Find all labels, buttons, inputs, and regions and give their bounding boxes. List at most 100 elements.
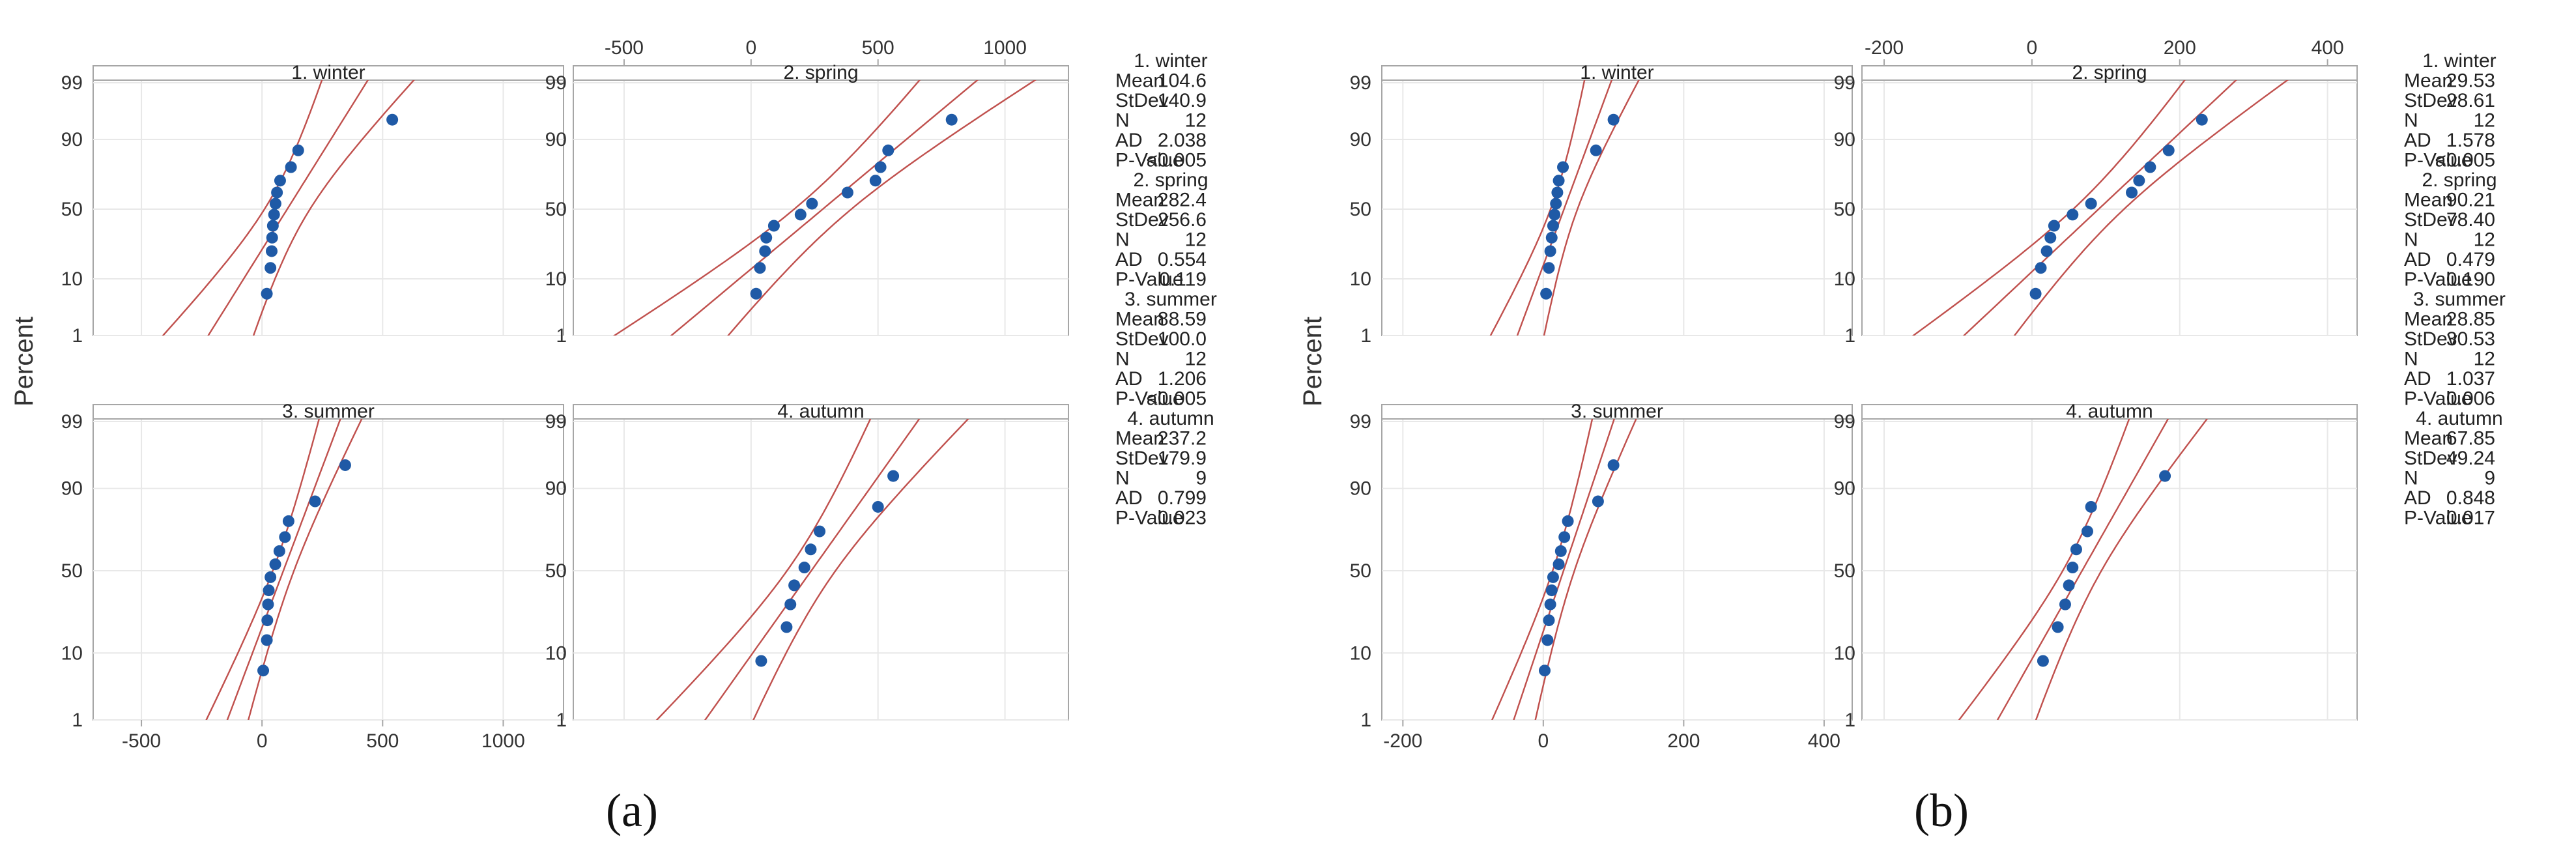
data-point (2144, 161, 2156, 173)
panel-1: 1. winter 1 10 50 90 99 (1350, 62, 1853, 347)
stats-label-n: N (1115, 229, 1130, 251)
stats-label-n: N (1115, 110, 1130, 132)
y-tick-label: 50 (545, 199, 567, 220)
stats-label-stdev: StDev (1115, 90, 1169, 111)
stats-value-mean: 90.21 (2446, 190, 2495, 211)
stats-title: 4. autumn (2416, 408, 2502, 429)
stats-label-stdev: StDev (1115, 209, 1169, 231)
stats-value-n: 12 (2474, 229, 2495, 251)
ci-upper-line (205, 419, 321, 720)
data-point (273, 545, 285, 557)
stats-value-mean: 104.6 (1158, 70, 1207, 92)
panel-1: 1. winter 1 10 50 90 99 (61, 62, 564, 347)
data-point (2162, 144, 2175, 156)
data-point (2196, 113, 2208, 126)
y-tick-label: 99 (545, 72, 567, 94)
data-point (805, 543, 817, 556)
stats-value-ad: 1.206 (1158, 368, 1207, 390)
data-point (261, 614, 274, 627)
panel-title: 2. spring (783, 62, 858, 83)
panel-frame (573, 65, 1069, 336)
stats-label-ad: AD (1115, 130, 1143, 151)
y-tick-label: 90 (545, 478, 567, 500)
data-point (1607, 113, 1620, 126)
panel-frame (93, 65, 564, 336)
panel-plot-area (205, 419, 363, 720)
data-point (266, 220, 279, 232)
data-point (285, 161, 297, 173)
stats-value-p: 0.017 (2446, 508, 2495, 529)
data-point (759, 245, 771, 257)
stats-title: 3. summer (2413, 289, 2506, 310)
subfigure-label: (b) (1914, 784, 1969, 837)
ci-lower-line (248, 419, 363, 720)
x-tick-label: 400 (1808, 730, 1840, 752)
stats-label-ad: AD (2404, 249, 2431, 270)
stats-value-ad: 0.848 (2446, 487, 2495, 509)
y-tick-label: 50 (545, 560, 567, 582)
y-tick-label: 10 (1350, 642, 1371, 664)
fit-line (1513, 419, 1616, 720)
data-point (806, 197, 818, 210)
data-point (1549, 208, 1561, 221)
y-tick-label: 10 (1834, 268, 1855, 290)
data-point (945, 113, 958, 126)
y-tick-label: 99 (61, 411, 83, 433)
y-tick-label: 10 (61, 642, 83, 664)
panel-frame (1861, 404, 2358, 721)
stats-label-n: N (2404, 110, 2418, 132)
y-tick-label: 90 (61, 478, 83, 500)
panel-frame (1381, 65, 1853, 336)
data-point (271, 186, 283, 199)
panel-plot-area (162, 80, 415, 336)
stats-value-p: 0.190 (2446, 269, 2495, 291)
stats-label-n: N (1115, 468, 1130, 489)
panel-plot-area (612, 80, 1037, 336)
stats-label-p: P-Value (2404, 388, 2472, 410)
ci-upper-line (1491, 419, 1594, 720)
fit-line (670, 80, 979, 336)
y-tick-label: 1 (556, 325, 567, 347)
panel-plot-area (1958, 419, 2209, 720)
stats-label-stdev: StDev (2404, 90, 2457, 111)
y-tick-label: 90 (1350, 129, 1371, 150)
stats-label-n: N (2404, 349, 2418, 370)
x-tick-label: 1000 (481, 730, 525, 752)
fit-line (1516, 80, 1613, 336)
x-tick-label: -200 (1865, 37, 1904, 59)
data-point (265, 571, 277, 583)
data-point (274, 175, 286, 187)
ci-lower-line (1543, 80, 1640, 336)
data-point (2070, 543, 2082, 556)
panel-2: 2. spring 1 10 50 90 99 (545, 62, 1069, 347)
x-tick-label: -500 (122, 730, 161, 752)
y-tick-label: 1 (1360, 325, 1371, 347)
x-tick-label: -500 (605, 37, 644, 59)
x-tick-label: 0 (745, 37, 756, 59)
data-point (292, 144, 304, 156)
panel-title: 4. autumn (2066, 401, 2153, 422)
y-axis-label: Percent (1298, 317, 1327, 407)
stats-label-stdev: StDev (1115, 448, 1169, 469)
data-point (2029, 287, 2042, 300)
stats-value-mean: 28.85 (2446, 309, 2495, 330)
data-point (750, 287, 762, 300)
x-tick-label: 400 (2311, 37, 2344, 59)
y-tick-label: 10 (1350, 268, 1371, 290)
y-tick-label: 50 (61, 560, 83, 582)
y-tick-label: 1 (556, 710, 567, 731)
panel-title: 1. winter (1580, 62, 1653, 83)
ci-lower-line (2013, 80, 2289, 336)
y-tick-label: 50 (1350, 560, 1371, 582)
stats-label-stdev: StDev (2404, 448, 2457, 469)
stats-label-stdev: StDev (2404, 209, 2457, 231)
data-point (2048, 220, 2060, 232)
panel-title: 3. summer (1571, 401, 1663, 422)
stats-title: 2. spring (1133, 169, 1208, 191)
stats-title: 3. summer (1124, 289, 1217, 310)
ci-upper-line (655, 419, 872, 720)
data-point (2059, 598, 2071, 610)
stats-value-mean: 282.4 (1158, 190, 1207, 211)
y-tick-label: 99 (1350, 72, 1371, 94)
